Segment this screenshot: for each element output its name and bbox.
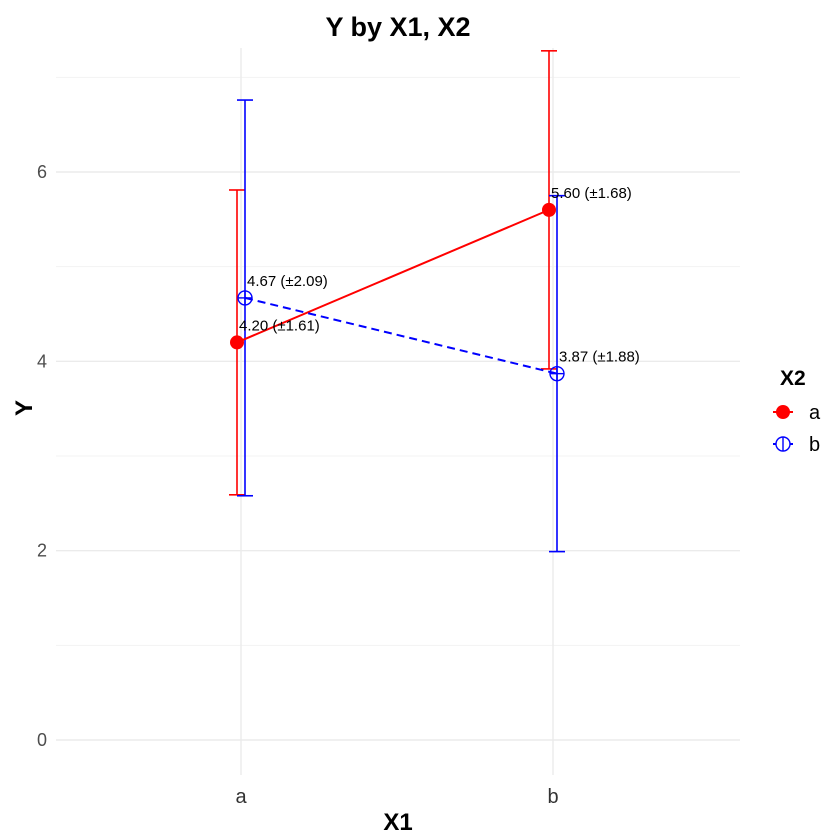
legend-key-marker — [776, 405, 790, 419]
legend-item-a: a — [773, 402, 821, 424]
y-axis-title: Y — [11, 400, 38, 416]
series-lines — [236, 208, 558, 375]
x-tick-label: a — [235, 786, 247, 808]
series-line-a — [236, 208, 550, 344]
data-points — [230, 202, 565, 382]
legend-title: X2 — [780, 367, 806, 390]
legend-label: b — [809, 434, 820, 456]
y-tick-labels: 0 2 4 6 — [37, 162, 47, 750]
data-label: 5.60 (±1.68) — [551, 185, 632, 202]
chart-title: Y by X1, X2 — [325, 12, 470, 42]
data-point — [549, 365, 565, 382]
legend-label: a — [809, 402, 821, 424]
legend-item-b: b — [773, 434, 820, 456]
data-labels: 4.20 (±1.61) 5.60 (±1.68) 4.67 (±2.09) 3.87… — [239, 185, 640, 366]
series-line-b — [244, 296, 558, 375]
data-label: 4.67 (±2.09) — [247, 273, 328, 290]
y-tick-label: 6 — [37, 162, 47, 182]
x-axis-title: X1 — [383, 809, 412, 836]
error-bars — [229, 50, 565, 553]
data-point — [237, 290, 253, 306]
y-tick-label: 0 — [37, 730, 47, 750]
y-tick-label: 2 — [37, 541, 47, 561]
grid — [56, 48, 740, 775]
y-tick-label: 4 — [37, 351, 47, 371]
data-point — [230, 335, 244, 350]
legend: X2 ab — [773, 367, 821, 456]
data-point — [542, 202, 556, 217]
x-tick-label: b — [547, 786, 558, 808]
data-label: 4.20 (±1.61) — [239, 317, 320, 334]
data-label: 3.87 (±1.88) — [559, 349, 640, 366]
